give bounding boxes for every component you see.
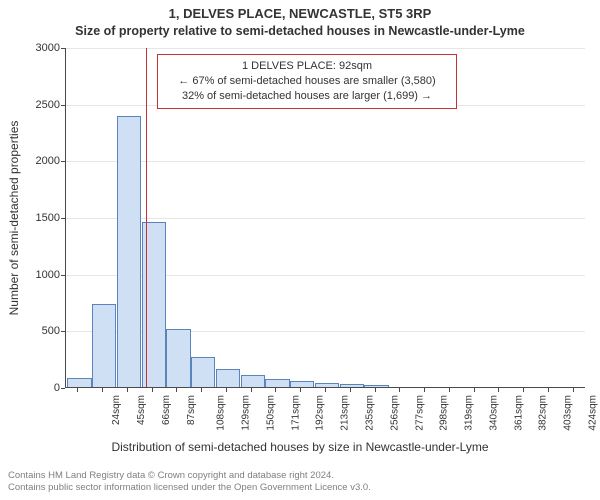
x-tick-label: 424sqm [587,395,598,431]
x-tick-label: 66sqm [161,395,172,425]
y-tick-label: 2500 [10,99,60,111]
chart-title-sub: Size of property relative to semi-detach… [0,24,600,38]
x-tick-mark [201,388,202,392]
x-tick-mark [424,388,425,392]
histogram-bar [364,385,388,387]
x-axis-label: Distribution of semi-detached houses by … [0,440,600,454]
annotation-line-1: 1 DELVES PLACE: 92sqm [164,59,450,74]
x-tick-label: 361sqm [513,395,524,431]
x-tick-label: 108sqm [216,395,227,431]
x-tick-label: 150sqm [266,395,277,431]
histogram-bar [92,304,116,387]
x-tick-label: 340sqm [488,395,499,431]
x-tick-mark [399,388,400,392]
histogram-bar [340,384,364,387]
x-tick-mark [127,388,128,392]
x-tick-mark [573,388,574,392]
x-tick-label: 403sqm [563,395,574,431]
gridline [66,218,585,219]
plot-area: 1 DELVES PLACE: 92sqm← 67% of semi-detac… [65,48,585,388]
annotation-box: 1 DELVES PLACE: 92sqm← 67% of semi-detac… [157,54,457,109]
histogram-bar [191,357,215,387]
histogram-bar [265,379,289,387]
x-tick-label: 235sqm [365,395,376,431]
x-tick-mark [350,388,351,392]
histogram-bar [142,222,166,387]
x-tick-mark [548,388,549,392]
x-tick-label: 192sqm [315,395,326,431]
x-tick-mark [152,388,153,392]
x-tick-label: 277sqm [414,395,425,431]
attribution-footer: Contains HM Land Registry data © Crown c… [8,470,371,494]
reference-line [146,48,147,387]
histogram-bar [290,381,314,387]
annotation-line-3: 32% of semi-detached houses are larger (… [164,89,450,104]
y-tick-label: 1500 [10,212,60,224]
y-tick-label: 2000 [10,155,60,167]
chart-container: 1, DELVES PLACE, NEWCASTLE, ST5 3RP Size… [0,0,600,500]
x-tick-label: 171sqm [290,395,301,431]
y-tick-mark [61,161,65,162]
x-tick-mark [474,388,475,392]
x-tick-mark [523,388,524,392]
histogram-bar [241,375,265,387]
y-tick-label: 1000 [10,269,60,281]
annotation-line-2: ← 67% of semi-detached houses are smalle… [164,74,450,89]
x-tick-label: 382sqm [538,395,549,431]
x-tick-mark [176,388,177,392]
y-tick-mark [61,48,65,49]
y-tick-mark [61,388,65,389]
chart-title-main: 1, DELVES PLACE, NEWCASTLE, ST5 3RP [0,6,600,21]
histogram-bar [67,378,91,388]
y-tick-mark [61,105,65,106]
x-tick-label: 45sqm [136,395,147,425]
x-tick-label: 213sqm [340,395,351,431]
x-tick-label: 319sqm [464,395,475,431]
x-tick-mark [251,388,252,392]
y-tick-mark [61,275,65,276]
histogram-bar [216,369,240,387]
x-tick-label: 129sqm [241,395,252,431]
histogram-bar [117,116,141,387]
footer-line-2: Contains public sector information licen… [8,482,371,494]
x-tick-mark [375,388,376,392]
footer-line-1: Contains HM Land Registry data © Crown c… [8,470,371,482]
y-tick-mark [61,331,65,332]
x-tick-label: 24sqm [111,395,122,425]
x-tick-mark [325,388,326,392]
y-tick-label: 0 [10,382,60,394]
x-tick-mark [102,388,103,392]
x-tick-mark [300,388,301,392]
gridline [66,161,585,162]
histogram-bar [315,383,339,387]
x-tick-mark [498,388,499,392]
x-tick-label: 87sqm [186,395,197,425]
x-tick-label: 256sqm [389,395,400,431]
x-tick-mark [275,388,276,392]
histogram-bar [166,329,190,387]
x-tick-mark [77,388,78,392]
x-tick-mark [226,388,227,392]
x-tick-label: 298sqm [439,395,450,431]
gridline [66,48,585,49]
y-tick-label: 500 [10,325,60,337]
x-tick-mark [449,388,450,392]
y-tick-mark [61,218,65,219]
y-tick-label: 3000 [10,42,60,54]
